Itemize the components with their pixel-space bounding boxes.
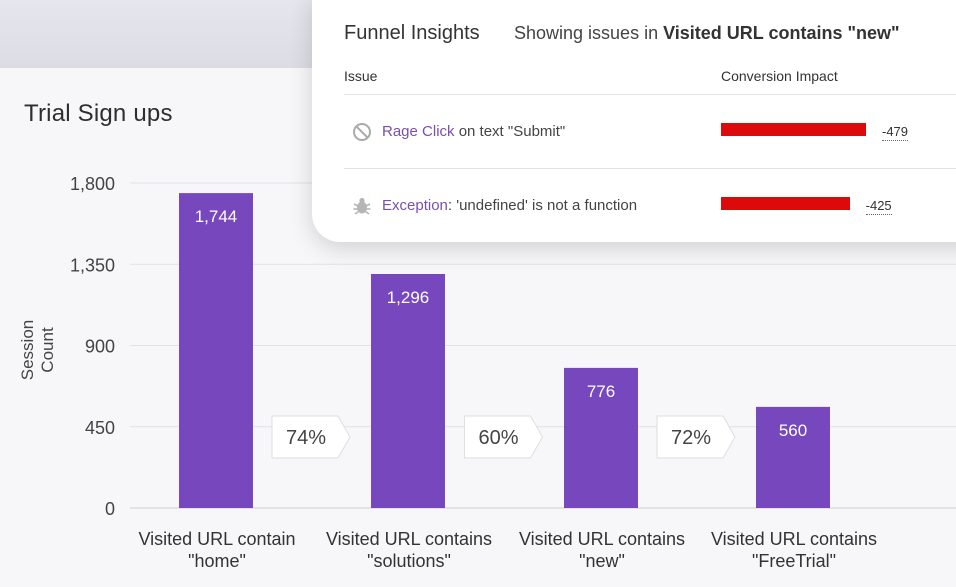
conversion-badge <box>656 415 736 459</box>
bar-value-label: 776 <box>587 382 615 401</box>
bar <box>371 274 445 508</box>
bar-value-label: 1,296 <box>387 288 430 307</box>
x-category-label: Visited URL contain <box>138 529 295 549</box>
bar-value-label: 560 <box>779 421 807 440</box>
y-tick-label: 900 <box>85 337 115 357</box>
column-header-issue: Issue <box>344 68 378 84</box>
y-tick-label: 0 <box>105 499 115 519</box>
issue-detail: : 'undefined' is not a function <box>447 197 638 214</box>
issue-link-rage-click[interactable]: Rage Click <box>382 123 455 140</box>
conversion-rate-label: 60% <box>478 427 518 449</box>
x-category-label: Visited URL contains <box>326 529 492 549</box>
conversion-rate-label: 74% <box>286 427 326 449</box>
y-tick-label: 450 <box>85 418 115 438</box>
conversion-badge <box>271 415 351 459</box>
conversion-rate-label: 72% <box>671 427 711 449</box>
row-divider <box>344 168 956 169</box>
column-header-conversion-impact: Conversion Impact <box>721 68 838 84</box>
x-category-label: "home" <box>188 551 246 571</box>
bar-value-label: 1,744 <box>195 207 238 226</box>
impact-bar <box>721 123 866 136</box>
issue-row-exception[interactable]: Exception: 'undefined' is not a function <box>382 197 637 214</box>
issue-row-rage-click[interactable]: Rage Click on text "Submit" <box>382 123 565 140</box>
x-category-label: "new" <box>579 551 625 571</box>
prohibited-icon <box>352 122 372 142</box>
bar <box>756 406 830 508</box>
insights-subtitle: Showing issues in Visited URL contains "… <box>514 23 900 44</box>
funnel-insights-panel: Funnel Insights Showing issues in Visite… <box>312 0 956 242</box>
bar <box>179 193 253 508</box>
x-category-label: Visited URL contains <box>519 529 685 549</box>
conversion-badge <box>464 415 544 459</box>
impact-value[interactable]: -425 <box>865 198 892 215</box>
issue-detail: on text "Submit" <box>454 123 566 140</box>
issue-link-exception[interactable]: Exception <box>382 197 448 214</box>
insights-subtitle-filter: Visited URL contains "new" <box>663 23 900 43</box>
bar <box>564 367 638 508</box>
y-tick-label: 1,800 <box>70 174 115 194</box>
bug-icon <box>352 196 372 216</box>
insights-title: Funnel Insights <box>344 22 480 44</box>
header-divider <box>344 94 956 95</box>
x-category-label: "solutions" <box>367 551 451 571</box>
impact-value[interactable]: -479 <box>882 124 909 141</box>
chart-title: Trial Sign ups <box>24 100 173 127</box>
x-category-label: "FreeTrial" <box>752 551 836 571</box>
x-category-label: Visited URL contains <box>711 529 877 549</box>
y-tick-label: 1,350 <box>70 255 115 275</box>
insights-subtitle-prefix: Showing issues in <box>514 23 664 43</box>
impact-bar <box>721 197 850 210</box>
